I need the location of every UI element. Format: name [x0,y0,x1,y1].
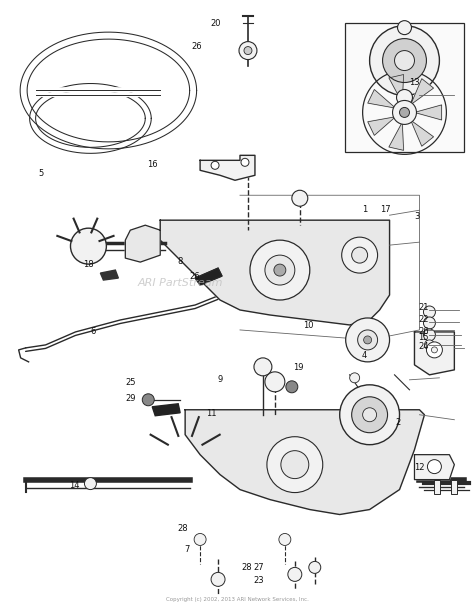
Circle shape [84,478,96,489]
Text: 3: 3 [414,212,419,221]
FancyBboxPatch shape [451,480,457,494]
Text: 9: 9 [218,375,223,384]
Circle shape [211,572,225,586]
Circle shape [274,264,286,276]
Circle shape [431,347,438,353]
Circle shape [265,255,295,285]
Circle shape [340,385,400,444]
Polygon shape [389,75,403,103]
Circle shape [265,372,285,392]
Text: 1: 1 [362,206,367,215]
Circle shape [346,318,390,362]
Text: 19: 19 [293,363,304,372]
Polygon shape [160,220,390,325]
Text: 26: 26 [419,326,429,336]
Polygon shape [414,105,442,120]
Text: 28: 28 [241,564,252,572]
Text: ARI PartStream: ARI PartStream [137,278,223,288]
Circle shape [292,190,308,206]
Polygon shape [195,268,222,285]
Circle shape [250,240,310,300]
Polygon shape [414,455,455,480]
FancyBboxPatch shape [345,22,465,153]
Text: 25: 25 [126,378,136,387]
Polygon shape [411,78,434,105]
Circle shape [428,460,441,474]
Circle shape [281,451,309,478]
Text: 2: 2 [395,418,401,427]
Text: 5: 5 [38,169,44,178]
Circle shape [370,26,439,95]
Polygon shape [368,89,395,108]
Circle shape [342,237,378,273]
Text: 10: 10 [302,321,313,330]
Circle shape [239,41,257,60]
Text: 22: 22 [419,315,429,323]
Text: 24: 24 [419,342,429,351]
Polygon shape [368,117,395,136]
Text: Copyright (c) 2002, 2013 ARI Network Services, Inc.: Copyright (c) 2002, 2013 ARI Network Ser… [165,597,309,602]
Text: 8: 8 [178,257,183,266]
Text: 27: 27 [253,564,264,572]
Circle shape [400,108,410,117]
Polygon shape [414,332,455,375]
Circle shape [279,533,291,545]
Text: 20: 20 [210,19,221,28]
Circle shape [352,397,388,433]
Circle shape [211,161,219,169]
Polygon shape [100,270,118,280]
Circle shape [363,408,376,422]
Text: 18: 18 [83,260,93,269]
Circle shape [358,330,378,350]
Text: 21: 21 [419,303,429,311]
Polygon shape [125,225,160,262]
Text: 4: 4 [362,351,367,360]
Circle shape [244,47,252,55]
Text: 12: 12 [414,463,424,472]
Text: 29: 29 [126,393,136,402]
Circle shape [142,394,154,406]
Text: 16: 16 [146,160,157,169]
Text: 15: 15 [419,333,429,342]
Circle shape [364,336,372,344]
Polygon shape [389,122,403,150]
Polygon shape [411,120,434,146]
Polygon shape [200,155,255,181]
Text: 11: 11 [206,409,216,418]
Circle shape [288,567,302,581]
Circle shape [241,158,249,167]
Circle shape [423,306,436,318]
Circle shape [424,340,434,350]
Circle shape [352,247,368,263]
Circle shape [71,228,106,264]
Circle shape [398,21,411,35]
Text: 13: 13 [409,78,419,87]
Polygon shape [152,404,180,416]
Circle shape [423,329,436,341]
Circle shape [394,50,414,71]
Circle shape [427,342,442,358]
Polygon shape [185,410,424,514]
Circle shape [309,561,321,573]
Text: 6: 6 [90,326,96,336]
Text: 7: 7 [185,545,190,554]
Circle shape [350,373,360,383]
Circle shape [392,100,417,125]
Text: 14: 14 [69,482,79,491]
Circle shape [254,358,272,376]
Text: 28: 28 [177,524,188,533]
FancyBboxPatch shape [434,480,440,494]
Circle shape [194,533,206,545]
Text: 26: 26 [189,272,200,282]
Circle shape [286,381,298,393]
Text: 17: 17 [381,206,391,215]
Text: 23: 23 [253,576,264,584]
Text: 26: 26 [191,42,202,50]
Circle shape [423,317,436,329]
Circle shape [397,89,412,105]
Circle shape [383,38,427,83]
Circle shape [267,437,323,492]
